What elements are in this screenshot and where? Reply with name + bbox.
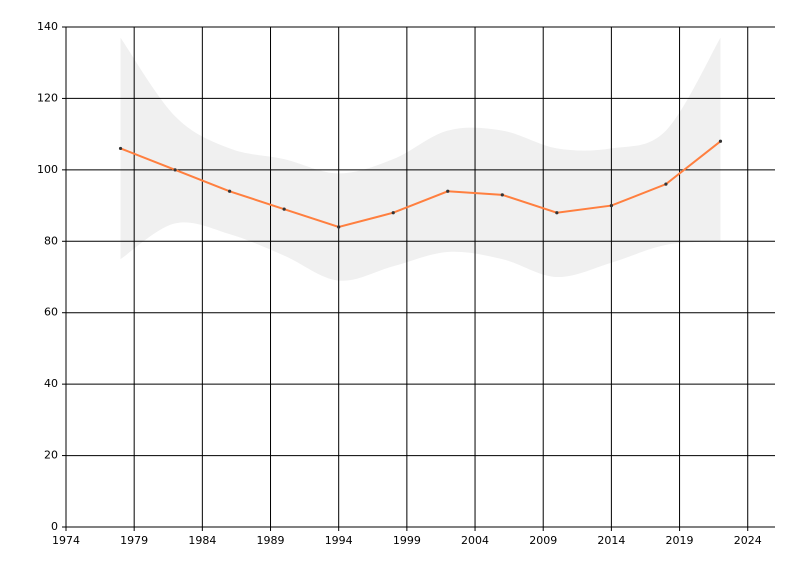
data-point [118,146,123,151]
data-point [228,189,232,193]
y-tick-label: 20 [44,449,58,462]
data-point [282,207,286,211]
x-tick-label: 2024 [734,534,762,547]
x-tick-label: 1979 [120,534,148,547]
x-tick-label: 1989 [257,534,285,547]
x-tick-label: 1994 [325,534,353,547]
data-point [555,211,559,215]
y-tick-label: 80 [44,234,58,247]
x-tick-label: 1974 [52,534,80,547]
data-point [173,168,177,172]
y-tick-label: 100 [37,163,58,176]
data-point [609,203,613,208]
x-tick-label: 2019 [666,534,694,547]
data-point [718,139,723,143]
y-tick-label: 140 [37,20,58,33]
data-point [664,182,668,186]
x-tick-label: 1999 [393,534,421,547]
data-point [391,211,395,215]
data-point [500,193,504,197]
x-tick-label: 2004 [461,534,489,547]
x-tick-label: 1984 [188,534,216,547]
y-tick-label: 120 [37,91,58,104]
x-tick-label: 2009 [529,534,557,547]
series-line [120,140,722,229]
y-tick-label: 60 [44,306,58,319]
data-point [446,189,450,193]
confidence-band [120,37,721,281]
y-tick-label: 0 [51,520,58,533]
x-tick-label: 2014 [597,534,625,547]
y-tick-label: 40 [44,377,58,390]
data-point [337,225,341,229]
